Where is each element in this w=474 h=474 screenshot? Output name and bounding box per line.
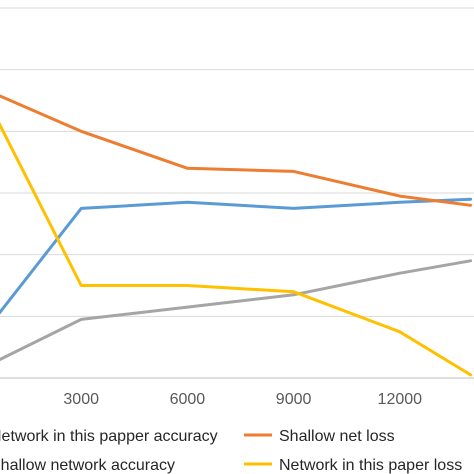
legend-label: Shallow net loss [279, 428, 395, 445]
series-line-3 [0, 259, 473, 362]
x-tick-label: 3000 [63, 391, 99, 408]
series-line-1 [0, 197, 473, 315]
legend-label: Network in this paper loss [279, 457, 462, 474]
x-tick-label: 9000 [276, 391, 312, 408]
x-tick-label: 6000 [170, 391, 206, 408]
legend: Network in this papper accuracy Shallow n… [0, 428, 462, 474]
series-lines [0, 94, 473, 377]
legend-label: Network in this papper accuracy [0, 428, 218, 445]
x-tick-label: 12000 [378, 391, 423, 408]
series-line-2 [0, 94, 473, 207]
gridlines [0, 7, 474, 379]
series-line-4 [0, 121, 473, 377]
legend-label: Shallow network accuracy [0, 457, 175, 474]
x-axis: 3000 6000 9000 12000 [63, 391, 422, 408]
